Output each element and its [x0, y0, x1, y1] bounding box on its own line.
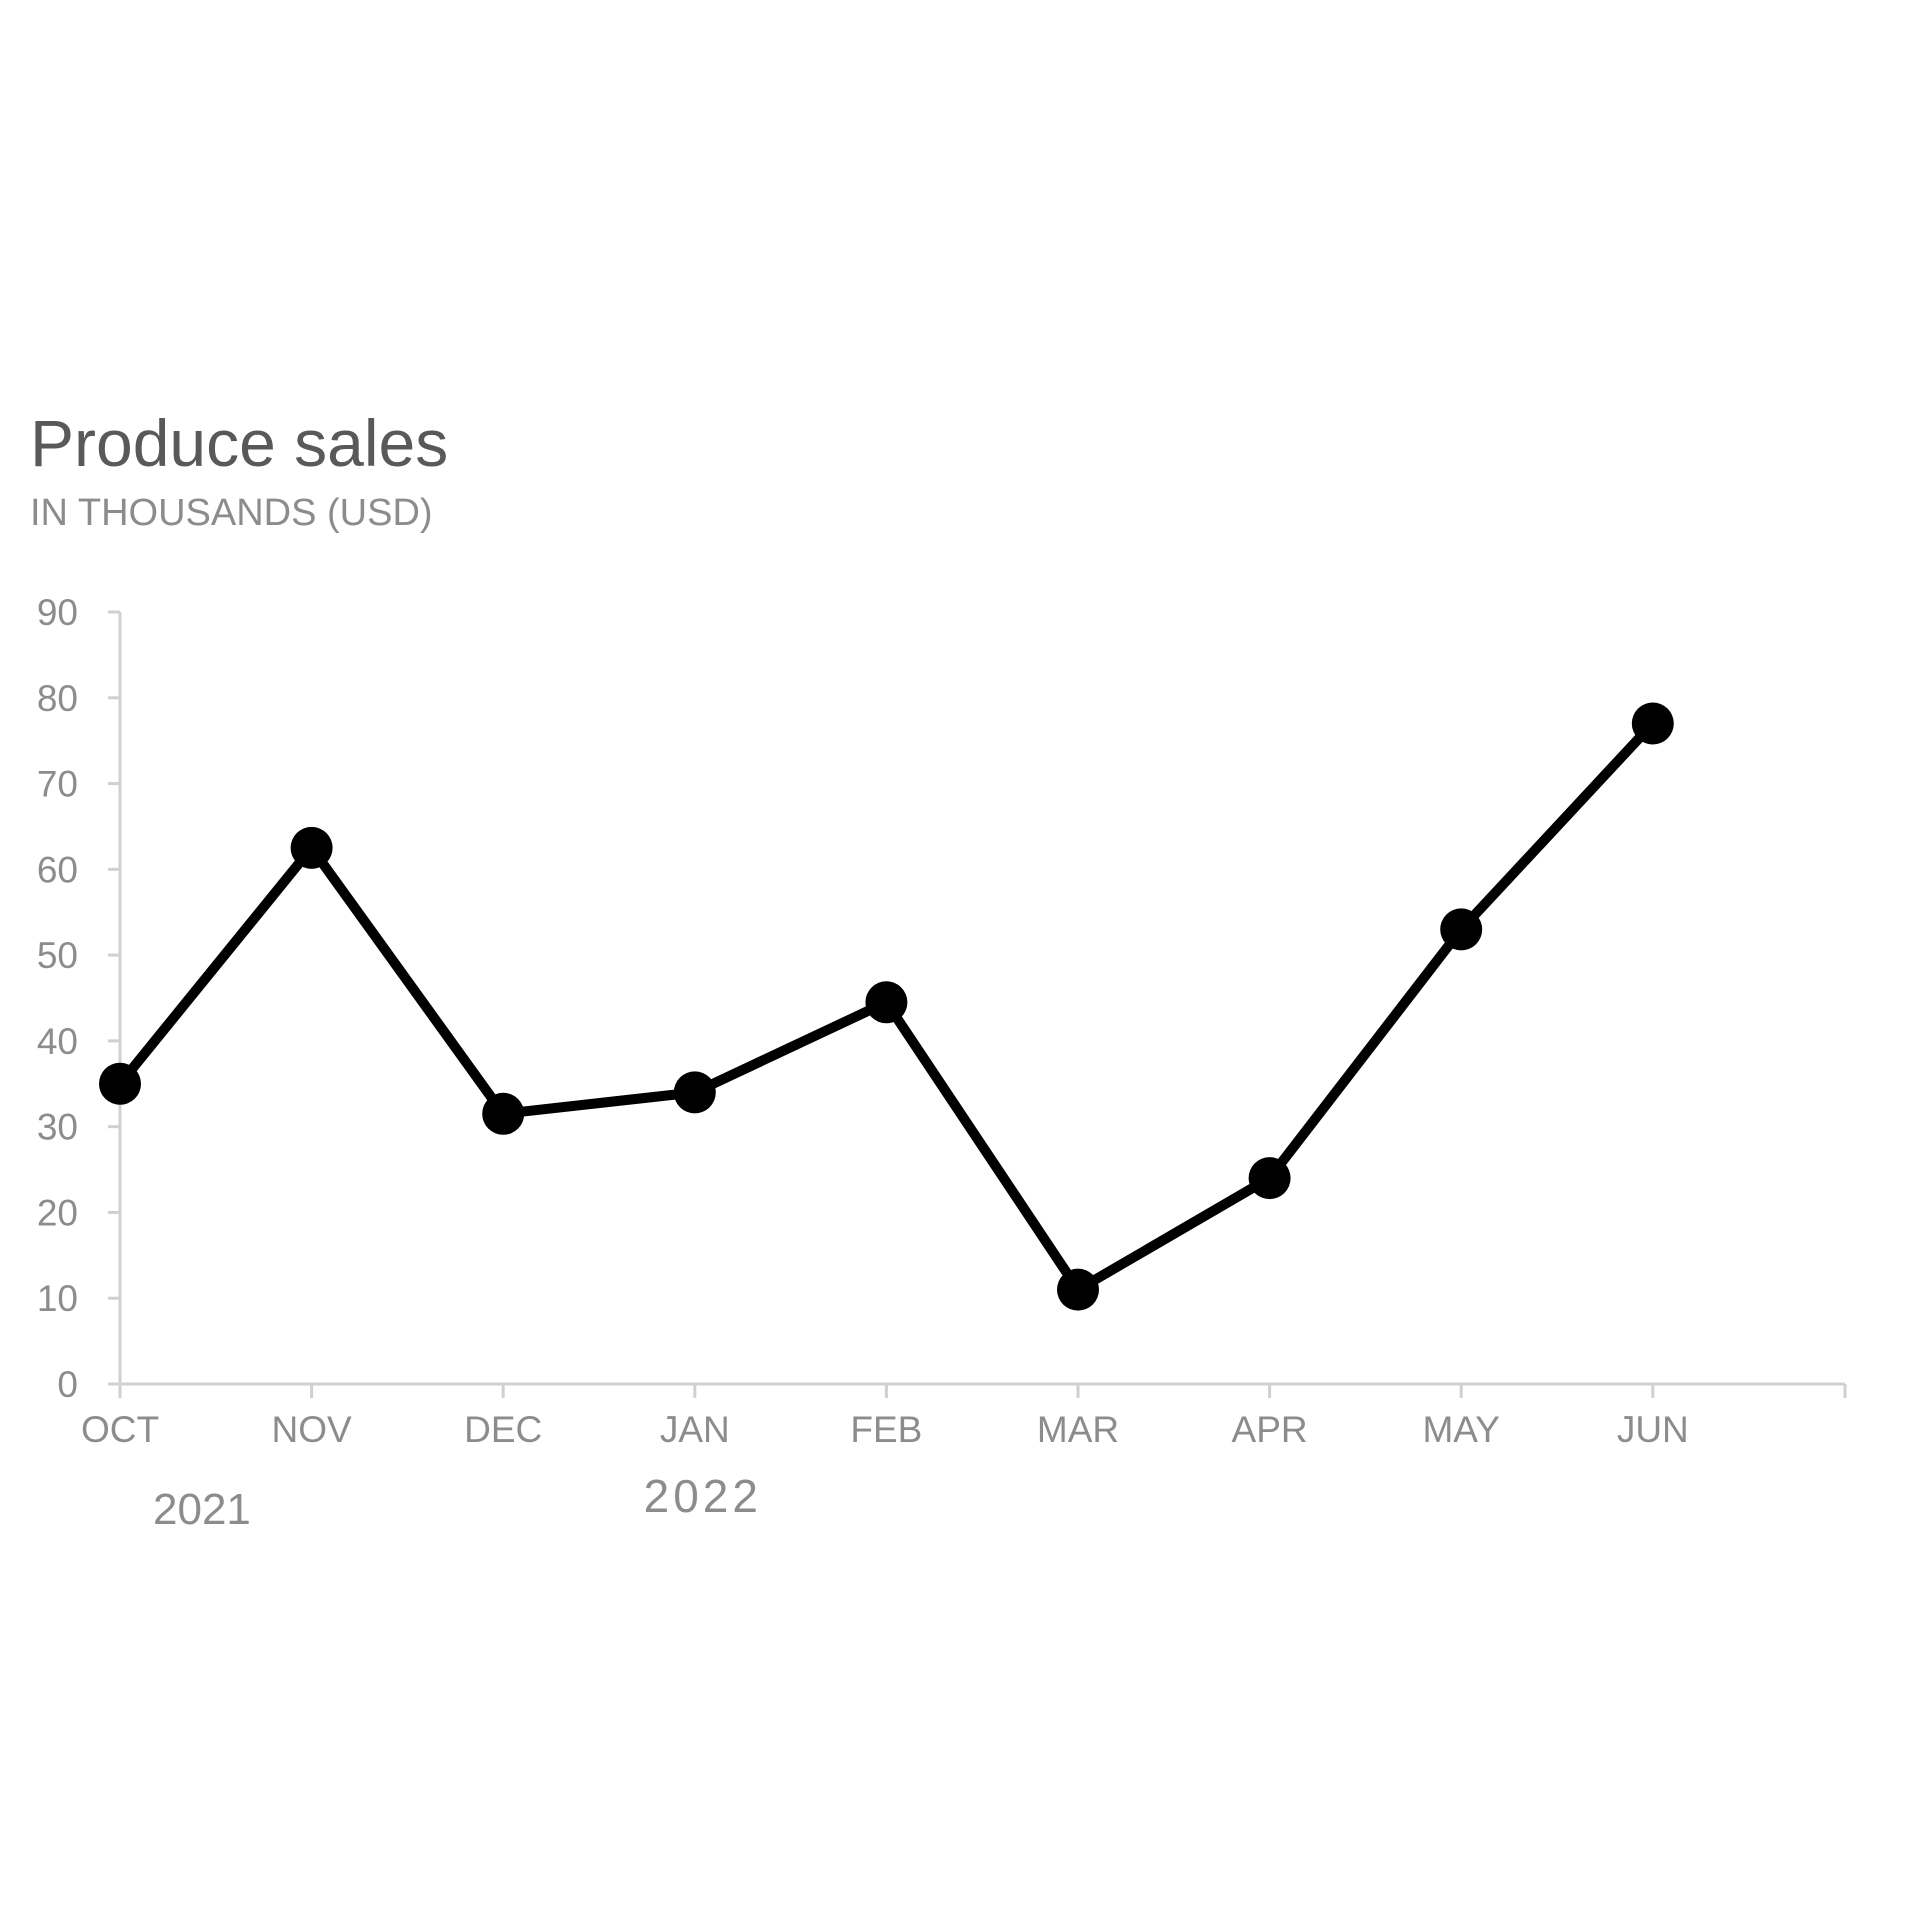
y-tick-label: 0	[57, 1364, 78, 1405]
y-tick-label: 20	[37, 1192, 78, 1233]
y-tick-label: 60	[37, 849, 78, 890]
y-tick-label: 90	[37, 592, 78, 633]
y-tick-label: 80	[37, 678, 78, 719]
data-point	[1631, 702, 1674, 745]
data-point	[1057, 1268, 1099, 1311]
x-tick-label: MAR	[1037, 1409, 1119, 1450]
y-tick-label: 40	[37, 1021, 78, 1062]
data-point	[482, 1092, 525, 1135]
x-tick-label: APR	[1232, 1409, 1308, 1450]
data-point	[99, 1062, 141, 1105]
x-tick-label: JAN	[660, 1409, 730, 1450]
x-tick-label: MAY	[1422, 1409, 1499, 1450]
y-tick-label: 30	[37, 1107, 78, 1148]
year-label: 2021	[153, 1485, 251, 1534]
x-tick-label: FEB	[850, 1409, 922, 1450]
chart-subtitle: IN THOUSANDS (USD)	[30, 492, 433, 534]
data-point	[673, 1071, 716, 1114]
data-point	[1440, 908, 1483, 951]
y-tick-label: 10	[37, 1278, 78, 1319]
x-tick-label: DEC	[464, 1409, 542, 1450]
y-tick-label: 70	[37, 764, 78, 805]
chart-title: Produce sales	[30, 406, 449, 480]
data-point	[290, 826, 333, 869]
year-label: 2022	[644, 1470, 762, 1522]
data-point	[1248, 1157, 1291, 1200]
y-tick-label: 50	[37, 935, 78, 976]
x-tick-label: NOV	[272, 1409, 353, 1450]
x-tick-label: OCT	[81, 1409, 159, 1450]
x-tick-label: JUN	[1617, 1409, 1689, 1450]
data-point	[865, 981, 908, 1024]
